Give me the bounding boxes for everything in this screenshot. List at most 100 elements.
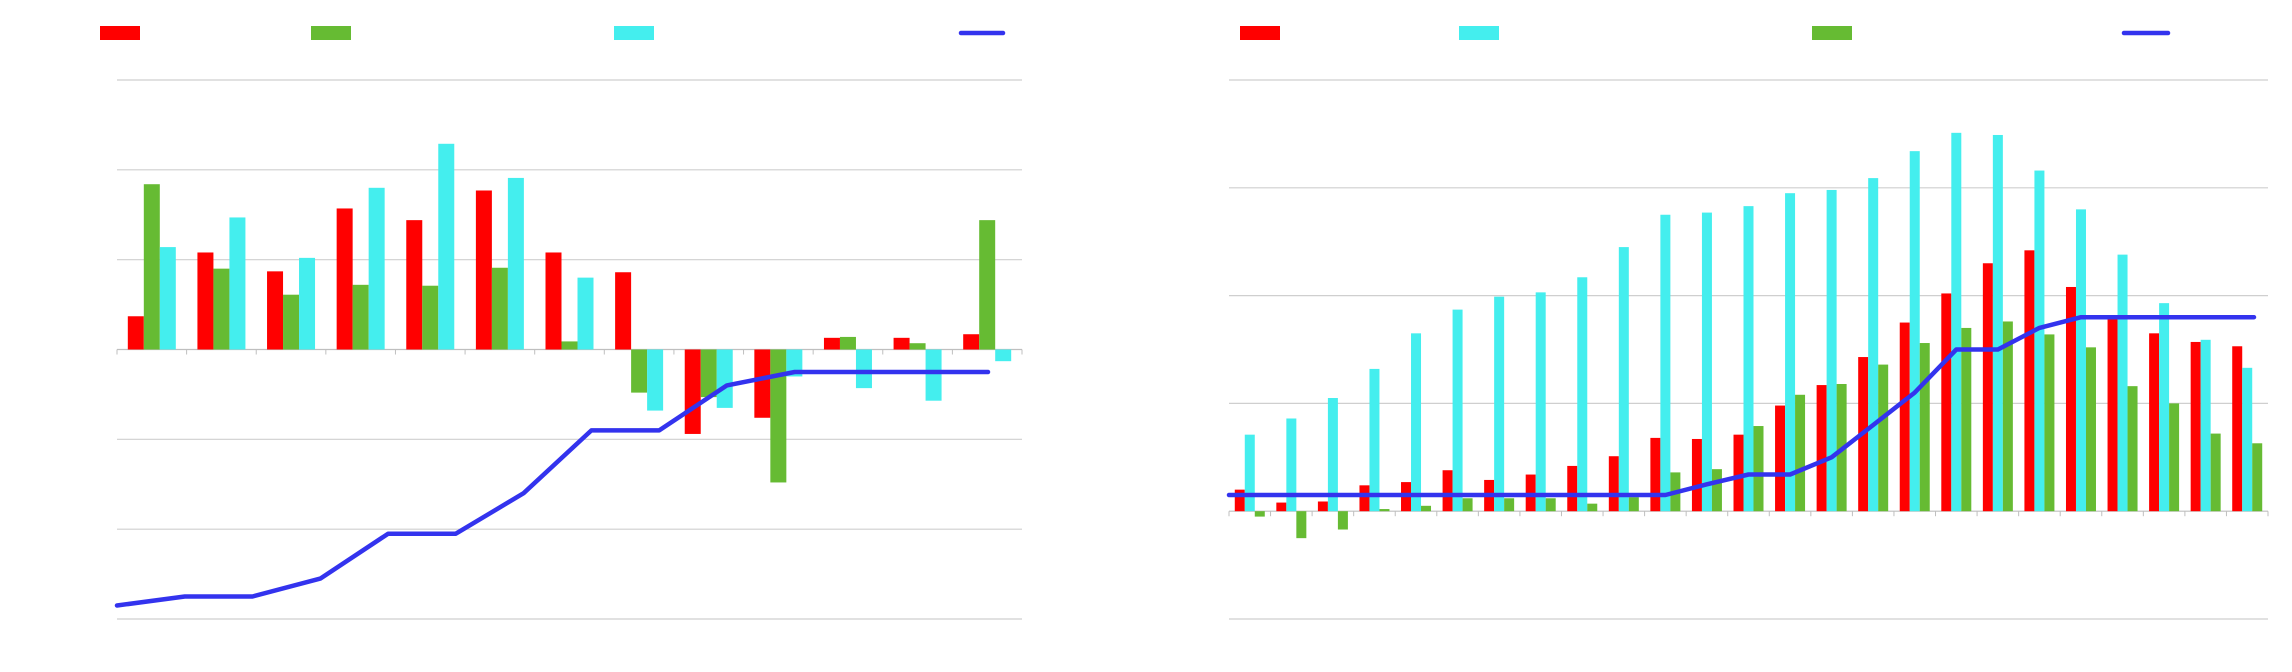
right-bar-cyan-7 [1494,296,1505,512]
left-bar-cyan-12 [925,349,942,401]
right-bar-green-14 [1795,394,1806,512]
right-bar-green-3 [1337,511,1348,530]
left-line-series [114,369,991,608]
right-bar-green-10 [1628,497,1639,512]
left-bar-green-11 [839,336,856,350]
right-bar-green-18 [1961,327,1972,512]
right-bar-cyan-5 [1411,333,1422,512]
left-bar-red-4 [336,208,353,350]
right-bar-red-11 [1650,437,1661,512]
left-legend-swatch-green [311,26,351,40]
right-bar-red-13 [1733,434,1744,512]
right-bar-green-5 [1421,505,1432,512]
left-bar-cyan-6 [507,177,524,350]
left-bar-green-2 [213,268,230,350]
left-bar-cyan-2 [229,217,246,350]
left-bar-red-13 [963,334,980,350]
right-bar-red-2 [1276,502,1287,512]
right-bar-red-4 [1359,485,1370,512]
left-bar-red-9 [684,349,701,434]
right-bar-red-19 [1982,263,1993,512]
right-bar-cyan-6 [1452,309,1463,512]
right-bar-green-1 [1254,511,1265,517]
left-bar-green-6 [491,267,508,350]
left-bar-cyan-8 [647,349,664,411]
left-bar-red-2 [197,252,214,350]
right-bar-red-21 [2065,286,2076,512]
right-bar-green-7 [1504,498,1515,512]
right-bar-cyan-19 [1992,134,2003,512]
left-bar-green-13 [979,220,996,350]
right-bar-green-19 [2002,321,2013,512]
right-bar-green-8 [1545,498,1556,512]
right-bar-cyan-8 [1535,292,1546,512]
left-bar-cyan-11 [855,349,872,389]
right-bar-red-3 [1317,501,1328,512]
right-bar-cyan-2 [1286,418,1297,512]
left-bar-green-8 [631,349,648,393]
right-bar-red-9 [1567,465,1578,512]
right-bar-green-13 [1753,426,1764,512]
left-bar-green-4 [352,284,369,350]
right-bar-red-6 [1442,470,1453,512]
right-bar-cyan-21 [2075,209,2086,512]
right-bar-red-12 [1691,438,1702,512]
right-bar-red-15 [1816,385,1827,512]
right-bar-red-24 [2190,341,2201,512]
right-bar-cyan-24 [2200,339,2211,512]
right-bar-green-12 [1711,469,1722,512]
right-line-series [1226,314,2257,498]
right-bar-cyan-14 [1785,193,1796,512]
right-bar-red-23 [2149,333,2160,512]
right-bar-green-16 [1878,364,1889,512]
right-bar-red-14 [1775,405,1786,512]
right-bar-cyan-17 [1909,151,1920,512]
left-bar-green-5 [422,285,439,350]
right-bar-cyan-25 [2242,367,2253,512]
right-bar-red-10 [1608,456,1619,512]
left-legend-swatch-red [100,26,140,40]
left-bar-red-6 [475,190,492,350]
left-bar-red-8 [615,272,632,350]
right-bar-cyan-20 [2034,170,2045,512]
right-bar-green-4 [1379,509,1390,512]
right-bar-cyan-10 [1618,247,1629,512]
left-bar-green-7 [561,341,578,350]
left-bar-cyan-10 [786,349,803,377]
left-bar-green-3 [283,294,300,350]
right-bar-cyan-4 [1369,368,1380,512]
right-bar-green-2 [1296,511,1307,539]
right-bar-cyan-22 [2117,254,2128,512]
right-bar-cyan-12 [1701,212,1712,512]
left-bar-cyan-5 [438,143,455,350]
left-bar-green-12 [909,343,926,350]
right-bar-cyan-13 [1743,206,1754,512]
right-bar-red-22 [2107,318,2118,512]
left-bar-cyan-13 [995,349,1012,362]
right-bar-cyan-23 [2159,303,2170,512]
right-bar-red-25 [2232,346,2243,512]
right-bar-cyan-1 [1244,434,1255,512]
left-bar-green-1 [143,184,160,350]
right-legend-swatch-green [1812,26,1852,40]
left-bar-cyan-4 [368,187,385,350]
right-legend-swatch-cyan [1459,26,1499,40]
right-bar-cyan-15 [1826,189,1837,512]
left-bar-green-10 [770,349,787,483]
right-bar-red-17 [1899,322,1910,512]
left-bar-red-3 [267,271,284,350]
left-bar-cyan-9 [716,349,733,408]
left-bar-red-10 [754,349,771,418]
left-legend-swatch-cyan [614,26,654,40]
right-bar-cyan-16 [1868,178,1879,512]
right-bar-green-22 [2127,386,2138,512]
left-bar-red-1 [127,316,144,350]
left-bar-cyan-7 [577,277,594,350]
right-bar-green-24 [2210,433,2221,512]
right-bar-cyan-9 [1577,277,1588,512]
right-bar-red-18 [1941,293,1952,512]
left-bar-red-5 [406,220,423,350]
right-bar-red-20 [2024,250,2035,512]
